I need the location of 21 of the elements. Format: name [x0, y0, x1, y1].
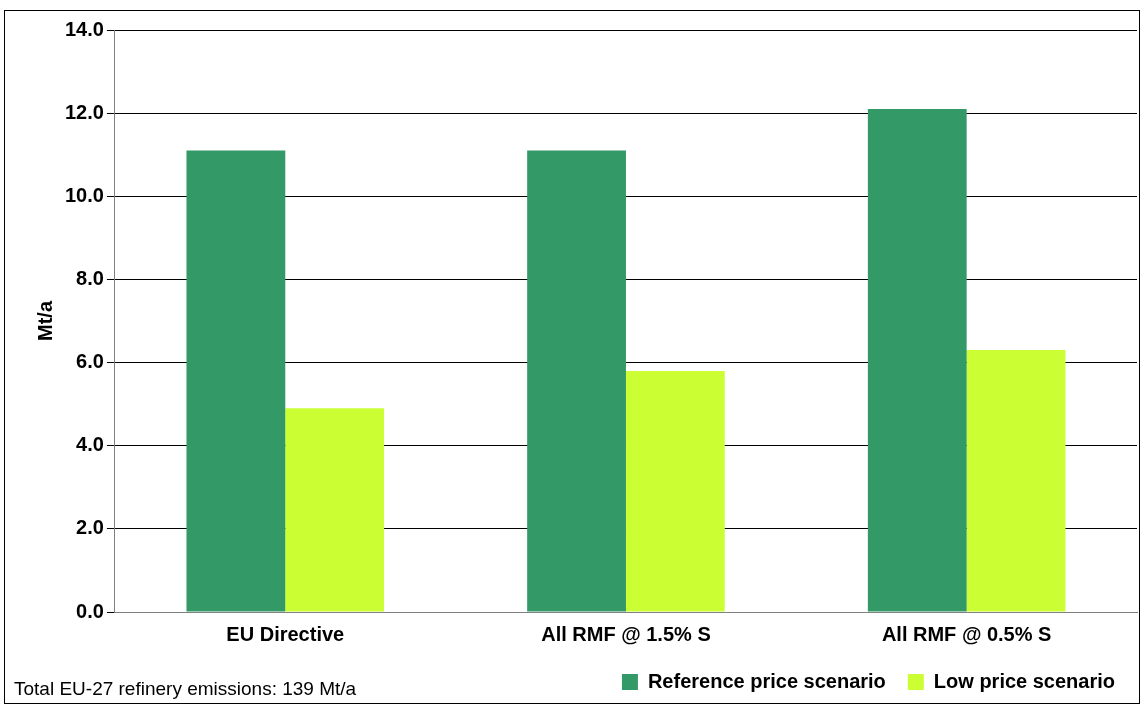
text: Total EU-27 refinery emissions: 139 Mt/a: [14, 678, 357, 700]
y-tick-label: 2.0: [76, 516, 104, 539]
y-tick-label: 6.0: [76, 350, 104, 373]
y-tick-label: 8.0: [76, 266, 104, 289]
bar: [966, 350, 1066, 612]
legend-label: Reference price scenario: [647, 669, 886, 692]
bar: [625, 370, 725, 612]
x-tick-label: All RMF @ 1.5% S: [541, 622, 711, 645]
y-tick-label: 12.0: [64, 100, 104, 123]
y-tick-label: 14.0: [64, 17, 104, 40]
y-tick-label: 10.0: [64, 183, 104, 206]
legend-label: Low price scenario: [933, 669, 1115, 692]
bar: [527, 150, 626, 612]
x-tick-label: EU Directive: [226, 622, 345, 645]
bar: [867, 108, 967, 612]
y-tick-label: 4.0: [76, 433, 104, 456]
y-axis-title: Mt/a: [33, 300, 56, 341]
bar: [186, 150, 286, 612]
bar: [285, 408, 385, 612]
y-tick-label: 0.0: [76, 599, 104, 622]
x-tick-label: All RMF @ 0.5% S: [881, 622, 1052, 645]
